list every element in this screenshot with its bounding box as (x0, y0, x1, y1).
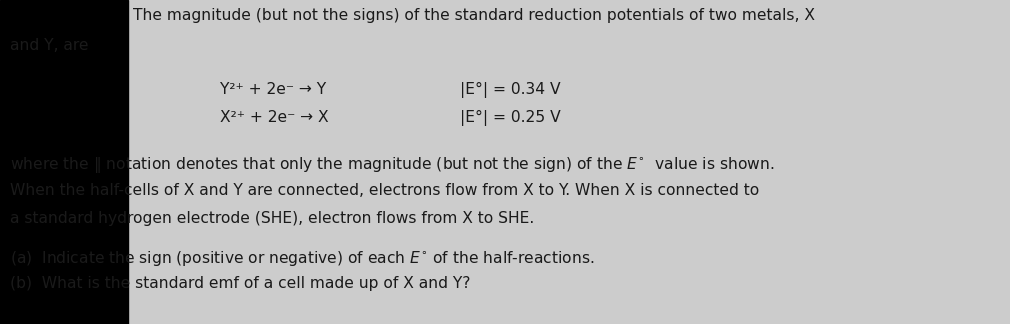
Text: |E°| = 0.25 V: |E°| = 0.25 V (460, 110, 561, 126)
FancyBboxPatch shape (0, 0, 128, 324)
Text: |E°| = 0.34 V: |E°| = 0.34 V (460, 82, 561, 98)
Text: Y²⁺ + 2e⁻ → Y: Y²⁺ + 2e⁻ → Y (220, 82, 326, 97)
Text: where the $\|$ notation denotes that only the magnitude (but not the sign) of th: where the $\|$ notation denotes that onl… (10, 155, 775, 175)
Text: (b)  What is the standard emf of a cell made up of X and Y?: (b) What is the standard emf of a cell m… (10, 276, 471, 291)
Text: X²⁺ + 2e⁻ → X: X²⁺ + 2e⁻ → X (220, 110, 328, 125)
Text: (a)  Indicate the sign (positive or negative) of each $E^{\circ}$ of the half-re: (a) Indicate the sign (positive or negat… (10, 249, 594, 268)
Text: a standard hydrogen electrode (SHE), electron flows from X to SHE.: a standard hydrogen electrode (SHE), ele… (10, 211, 534, 226)
Text: The magnitude (but not the signs) of the standard reduction potentials of two me: The magnitude (but not the signs) of the… (133, 8, 815, 23)
Text: When the half-cells of X and Y are connected, electrons flow from X to Y. When X: When the half-cells of X and Y are conne… (10, 183, 760, 198)
Text: and Y, are: and Y, are (10, 38, 89, 53)
